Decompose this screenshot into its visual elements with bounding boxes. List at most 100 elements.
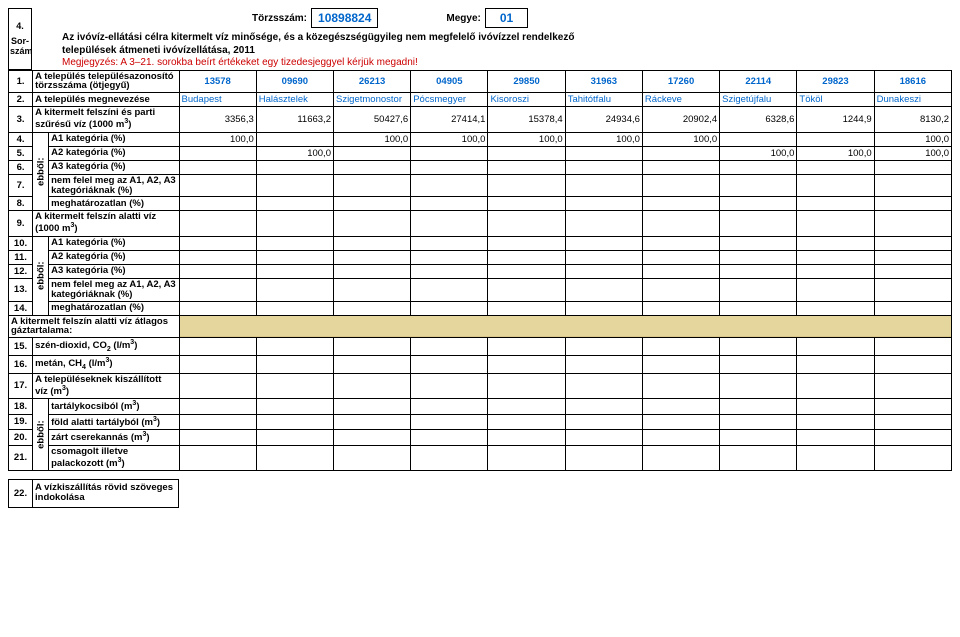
row-num: 7. xyxy=(9,174,33,197)
cell xyxy=(488,399,565,415)
cell xyxy=(411,373,488,398)
page-title: Az ivóvíz-ellátási célra kitermelt víz m… xyxy=(62,32,612,57)
cell xyxy=(256,414,333,430)
cell xyxy=(874,174,951,197)
cell xyxy=(179,236,256,250)
cell: 100,0 xyxy=(333,132,410,146)
cell: 100,0 xyxy=(411,132,488,146)
row-num: 3. xyxy=(9,107,33,132)
cell xyxy=(488,174,565,197)
cell xyxy=(333,373,410,398)
cell xyxy=(488,250,565,264)
cell xyxy=(179,146,256,160)
cell xyxy=(488,211,565,236)
table-row: 19. föld alatti tartályból (m3) xyxy=(9,414,952,430)
cell xyxy=(179,373,256,398)
col-name: Ráckeve xyxy=(642,93,719,107)
table-number: 4. xyxy=(10,21,30,31)
cell xyxy=(488,301,565,315)
row-label: A2 kategória (%) xyxy=(49,146,179,160)
cell xyxy=(720,399,797,415)
cell xyxy=(179,160,256,174)
cell xyxy=(333,278,410,301)
cell: 100,0 xyxy=(874,132,951,146)
cell xyxy=(797,399,874,415)
col-name: Halásztelek xyxy=(256,93,333,107)
cell xyxy=(720,373,797,398)
cell xyxy=(874,338,951,356)
row-num: 18. xyxy=(9,399,33,415)
cell: 6328,6 xyxy=(720,107,797,132)
cell xyxy=(797,236,874,250)
torzsszam-value: 10898824 xyxy=(311,8,378,28)
row-num: 8. xyxy=(9,197,33,211)
cell xyxy=(642,211,719,236)
cell: 3356,3 xyxy=(179,107,256,132)
cell xyxy=(565,264,642,278)
cell xyxy=(179,197,256,211)
cell xyxy=(333,236,410,250)
cell xyxy=(256,236,333,250)
cell xyxy=(333,301,410,315)
row-num: 13. xyxy=(9,278,33,301)
cell xyxy=(797,160,874,174)
cell xyxy=(797,430,874,446)
cell xyxy=(488,264,565,278)
cell: 20902,4 xyxy=(642,107,719,132)
shaded-cell xyxy=(179,315,951,338)
cell xyxy=(797,301,874,315)
table-row: A kitermelt felszín alatti víz átlagos g… xyxy=(9,315,952,338)
cell xyxy=(411,301,488,315)
cell xyxy=(256,278,333,301)
cell xyxy=(720,414,797,430)
table-row: 4. ebből: A1 kategória (%) 100,0 100,0 1… xyxy=(9,132,952,146)
cell xyxy=(488,197,565,211)
row-label: A1 kategória (%) xyxy=(49,132,179,146)
cell xyxy=(874,445,951,470)
cell xyxy=(256,160,333,174)
row-num: 2. xyxy=(9,93,33,107)
cell xyxy=(797,250,874,264)
cell xyxy=(565,338,642,356)
cell xyxy=(333,250,410,264)
sorszam-header: 4. Sor-szám xyxy=(8,8,32,70)
cell xyxy=(797,356,874,374)
data-table: 1. A település településazonosító törzss… xyxy=(8,70,952,471)
cell xyxy=(642,445,719,470)
row-label: A kitermelt felszíni és parti szűrésű ví… xyxy=(33,107,179,132)
row-label: A településeknek kiszállított víz (m3) xyxy=(33,373,179,398)
cell xyxy=(411,445,488,470)
cell xyxy=(565,146,642,160)
ebbol-label: ebből: xyxy=(33,132,49,211)
cell xyxy=(488,414,565,430)
table-row: 21. csomagolt illetve palackozott (m3) xyxy=(9,445,952,470)
cell: 100,0 xyxy=(874,146,951,160)
cell xyxy=(642,356,719,374)
cell xyxy=(720,250,797,264)
row-label: tartálykocsiból (m3) xyxy=(49,399,179,415)
cell xyxy=(256,197,333,211)
cell xyxy=(256,430,333,446)
row-label: föld alatti tartályból (m3) xyxy=(49,414,179,430)
cell xyxy=(797,211,874,236)
cell xyxy=(874,236,951,250)
cell xyxy=(256,301,333,315)
cell xyxy=(179,264,256,278)
cell xyxy=(720,356,797,374)
torzsszam-label: Törzsszám: xyxy=(252,13,307,24)
cell xyxy=(720,430,797,446)
cell xyxy=(720,338,797,356)
row-label: A vízkiszállítás rövid szöveges indokolá… xyxy=(33,479,179,507)
cell xyxy=(256,356,333,374)
row-num: 11. xyxy=(9,250,33,264)
cell xyxy=(179,250,256,264)
cell xyxy=(411,264,488,278)
cell xyxy=(874,211,951,236)
cell xyxy=(642,250,719,264)
ebbol-label: ebből: xyxy=(33,236,49,315)
cell xyxy=(874,356,951,374)
table-row: 3. A kitermelt felszíni és parti szűrésű… xyxy=(9,107,952,132)
cell xyxy=(411,338,488,356)
cell xyxy=(642,399,719,415)
row-num: 5. xyxy=(9,146,33,160)
